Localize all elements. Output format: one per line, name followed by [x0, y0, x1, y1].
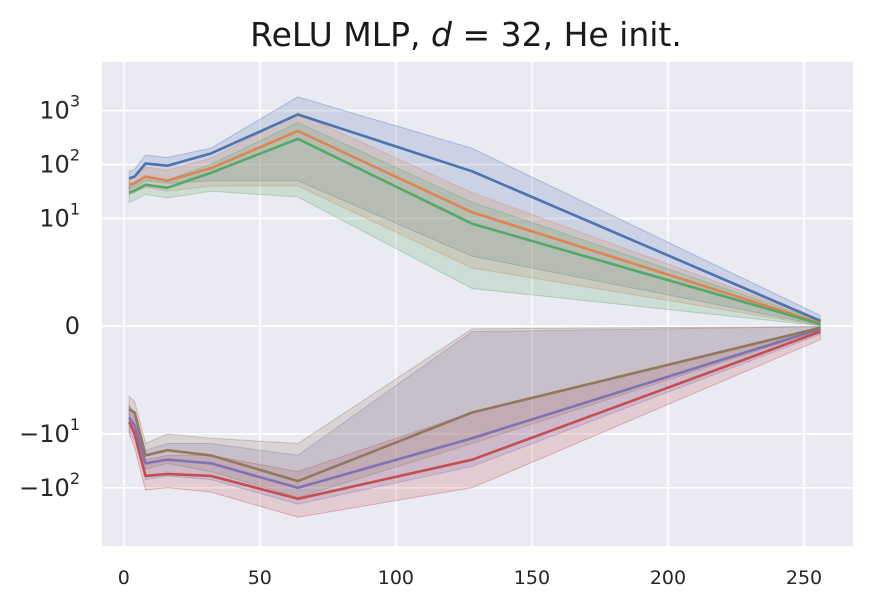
chart-title: ReLU MLP, d = 32, He init. — [250, 15, 682, 54]
series-2-line — [128, 129, 821, 325]
plot-area — [102, 62, 853, 546]
series-4-line — [128, 330, 821, 501]
y-tick-label: 0 — [65, 312, 80, 340]
series-5-line — [128, 327, 821, 490]
x-tick-label: 100 — [378, 567, 414, 589]
series-lines — [128, 113, 821, 501]
y-axis-ticks: 103 102 101 0 −101 −102 — [19, 92, 80, 502]
x-tick-label: 150 — [514, 567, 550, 589]
series-4-band — [128, 326, 821, 518]
y-tick-label: 103 — [39, 92, 80, 125]
x-tick-label: 200 — [650, 567, 686, 589]
series-2-band — [128, 112, 821, 327]
series-6-line — [128, 326, 821, 483]
x-tick-label: 250 — [786, 567, 822, 589]
x-axis-ticks: 0 50 100 150 200 250 — [118, 567, 822, 589]
y-tick-label: −101 — [19, 415, 80, 448]
grid-lines — [102, 62, 853, 546]
y-tick-label: 101 — [39, 199, 80, 232]
x-tick-label: 0 — [118, 567, 130, 589]
series-3-line — [128, 137, 821, 326]
y-tick-label: 102 — [39, 146, 80, 179]
x-tick-label: 50 — [248, 567, 272, 589]
y-tick-label: −102 — [19, 469, 80, 502]
series-1-line — [128, 113, 821, 322]
